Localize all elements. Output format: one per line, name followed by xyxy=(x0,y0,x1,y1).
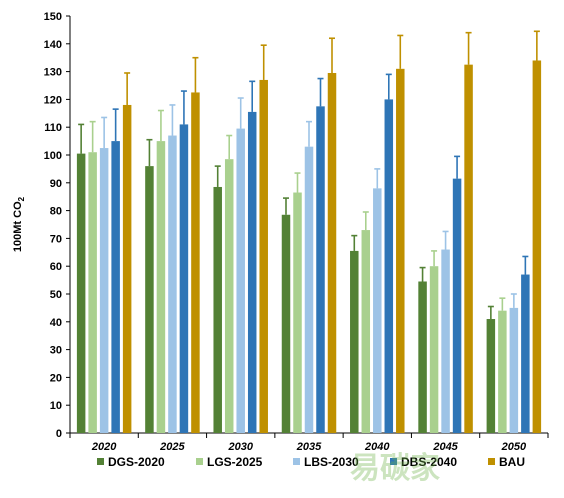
bar-LGS-2025-2040 xyxy=(361,230,371,433)
y-tick-label: 140 xyxy=(44,39,62,51)
bar-DBS-2040-2030 xyxy=(247,111,257,433)
bar-DGS-2020-2050 xyxy=(486,319,496,433)
legend-swatch-DGS-2020 xyxy=(97,458,104,465)
legend-label-DBS-2040: DBS-2040 xyxy=(401,455,457,469)
bar-DGS-2020-2035 xyxy=(281,214,291,433)
bar-DBS-2040-2020 xyxy=(111,141,120,433)
bar-DGS-2020-2045 xyxy=(418,281,427,433)
bar-LGS-2025-2030 xyxy=(224,159,234,434)
bar-DBS-2040-2035 xyxy=(316,106,325,433)
y-tick-label: 120 xyxy=(44,94,62,106)
legend-label-LGS-2025: LGS-2025 xyxy=(207,455,263,469)
bar-LBS-2030-2025 xyxy=(168,135,177,434)
bar-BAU-2035 xyxy=(327,72,337,434)
bar-LBS-2030-2020 xyxy=(99,148,109,434)
bar-BAU-2040 xyxy=(396,68,405,433)
watermark-logo: 易碳家 xyxy=(350,452,440,485)
bar-BAU-2030 xyxy=(259,79,268,433)
watermark: 易碳家 xyxy=(350,452,440,485)
bar-LBS-2030-2035 xyxy=(304,146,314,433)
x-tick-label: 2035 xyxy=(296,441,322,453)
bar-DBS-2040-2050 xyxy=(521,274,530,433)
bar-DBS-2040-2025 xyxy=(179,124,189,434)
bar-BAU-2050 xyxy=(532,60,542,433)
legend-swatch-LBS-2030 xyxy=(293,458,300,465)
bar-DGS-2020-2040 xyxy=(350,250,359,433)
y-tick-label: 10 xyxy=(50,400,62,412)
y-tick-label: 20 xyxy=(50,372,62,384)
x-tick-label: 2040 xyxy=(364,441,390,453)
bar-LBS-2030-2050 xyxy=(509,307,519,433)
y-tick-label: 130 xyxy=(44,67,62,79)
y-tick-label: 80 xyxy=(50,206,62,218)
y-tick-label: 30 xyxy=(50,345,62,357)
y-tick-label: 110 xyxy=(44,122,62,134)
x-tick-label: 2025 xyxy=(159,441,185,453)
bar-LBS-2030-2030 xyxy=(236,128,245,433)
bar-LGS-2025-2045 xyxy=(429,266,439,433)
y-tick-label: 0 xyxy=(56,428,62,440)
y-tick-label: 50 xyxy=(50,289,62,301)
labels-layer: 0102030405060708090100110120130140150100… xyxy=(12,11,527,453)
legend-label-BAU: BAU xyxy=(499,455,525,469)
y-axis-label-main: 100Mt CO xyxy=(12,201,24,252)
bar-DGS-2020-2020 xyxy=(76,153,86,434)
bar-BAU-2020 xyxy=(122,104,132,434)
x-tick-label: 2050 xyxy=(501,441,527,453)
legend-label-DGS-2020: DGS-2020 xyxy=(108,455,165,469)
x-tick-label: 2030 xyxy=(227,441,253,453)
bar-LGS-2025-2035 xyxy=(293,192,302,433)
y-tick-label: 70 xyxy=(50,233,62,245)
y-tick-label: 150 xyxy=(44,11,62,23)
bar-BAU-2025 xyxy=(191,92,200,433)
y-tick-label: 100 xyxy=(44,150,62,162)
error-bars-layer xyxy=(78,30,540,320)
bar-LBS-2030-2040 xyxy=(373,188,382,433)
y-axis-label: 100Mt CO2 xyxy=(12,196,26,252)
y-tick-label: 40 xyxy=(50,317,62,329)
legend: DGS-2020 LGS-2025 LBS-2030 DBS-2040 BAU xyxy=(97,455,525,469)
x-tick-label: 2020 xyxy=(91,441,117,453)
y-axis-label-subscript: 2 xyxy=(17,196,26,201)
bar-DBS-2040-2045 xyxy=(452,178,462,433)
y-tick-label: 90 xyxy=(50,178,62,190)
bar-DBS-2040-2040 xyxy=(384,99,394,434)
bar-LGS-2025-2020 xyxy=(88,152,97,433)
legend-swatch-LGS-2025 xyxy=(196,458,203,465)
bar-DGS-2020-2030 xyxy=(213,186,222,433)
legend-label-LBS-2030: LBS-2030 xyxy=(304,455,359,469)
x-tick-label: 2045 xyxy=(432,441,458,453)
legend-swatch-DBS-2040 xyxy=(390,458,397,465)
bars-layer xyxy=(76,60,542,434)
bar-LGS-2025-2025 xyxy=(156,141,166,433)
bar-LGS-2025-2050 xyxy=(498,310,507,433)
bar-BAU-2045 xyxy=(464,64,473,434)
bar-DGS-2020-2025 xyxy=(145,166,154,433)
legend-swatch-BAU xyxy=(488,458,495,465)
bar-LBS-2030-2045 xyxy=(441,249,450,433)
y-tick-label: 60 xyxy=(50,261,62,273)
